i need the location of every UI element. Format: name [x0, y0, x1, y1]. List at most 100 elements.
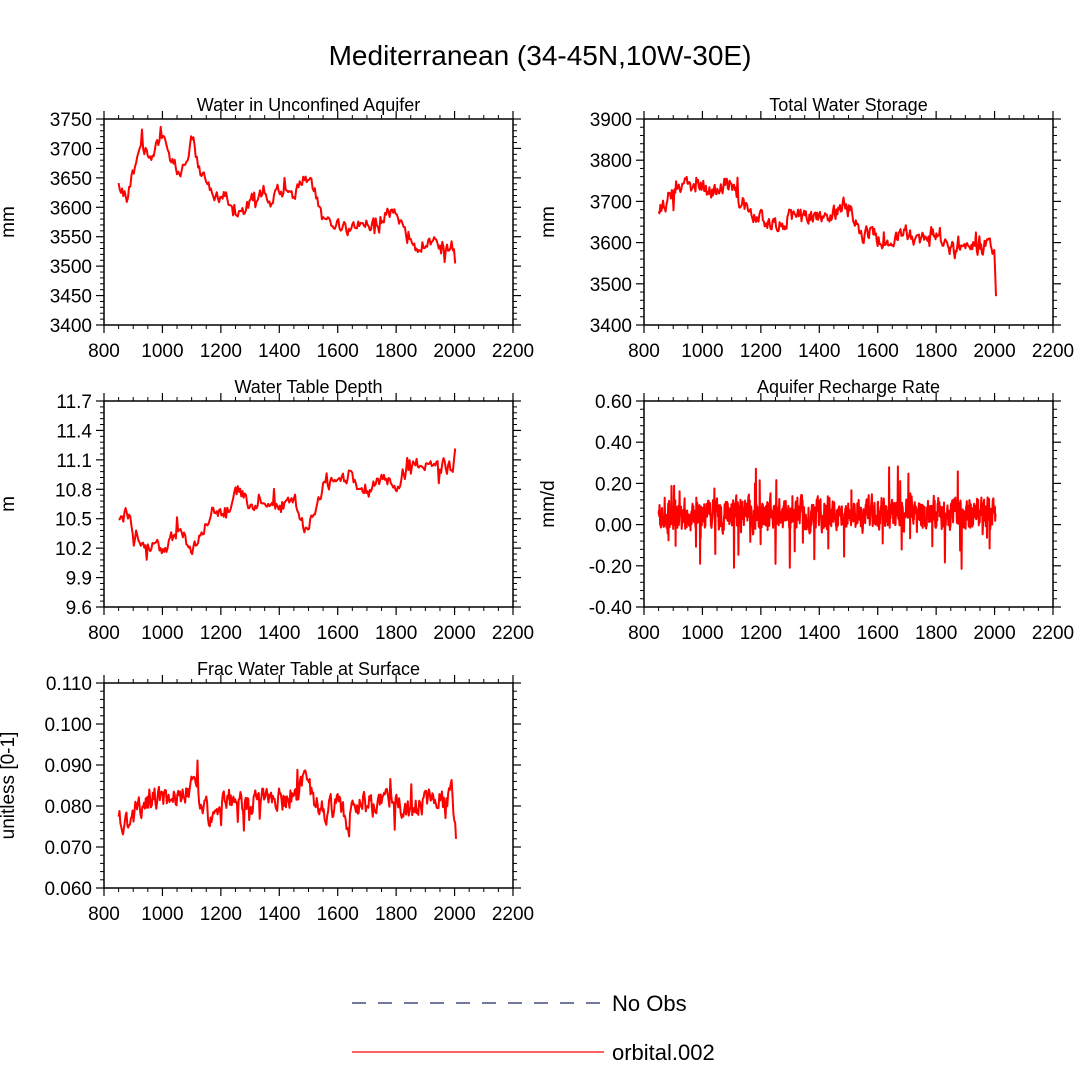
x-tick-label: 1600 — [317, 904, 359, 925]
x-tick-label: 1400 — [798, 623, 840, 644]
legend-orbital-label: orbital.002 — [612, 1040, 715, 1065]
y-tick-label: 0.060 — [44, 879, 92, 900]
y-tick-label: 11.7 — [56, 392, 92, 413]
y-tick-label: 10.8 — [55, 480, 92, 501]
x-tick-label: 800 — [88, 904, 120, 925]
y-axis-label: mm — [538, 206, 559, 238]
y-tick-label: 9.9 — [66, 569, 92, 590]
y-tick-label: 3750 — [50, 110, 92, 131]
chart-title: Aquifer Recharge Rate — [757, 377, 940, 397]
x-tick-label: 1600 — [317, 341, 359, 362]
chart-title: Water in Unconfined Aquifer — [197, 95, 420, 115]
x-tick-label: 800 — [88, 341, 120, 362]
y-tick-label: 3700 — [590, 192, 632, 213]
y-tick-label: 0.40 — [595, 433, 632, 454]
x-tick-label: 2000 — [433, 904, 475, 925]
y-tick-label: 0.070 — [44, 838, 92, 859]
y-tick-label: 3600 — [50, 198, 92, 219]
y-tick-label: 0.60 — [595, 392, 632, 413]
y-tick-label: 10.2 — [55, 539, 92, 560]
x-tick-label: 1600 — [317, 623, 359, 644]
x-tick-label: 1000 — [681, 341, 723, 362]
y-tick-label: 3500 — [50, 257, 92, 278]
y-tick-label: 3800 — [590, 151, 632, 172]
y-axis-label: mm/d — [538, 480, 559, 528]
x-tick-label: 1600 — [857, 341, 899, 362]
y-tick-label: 3450 — [50, 287, 92, 308]
y-tick-label: 3600 — [590, 234, 632, 255]
y-tick-label: 3550 — [50, 228, 92, 249]
chart-title: Total Water Storage — [769, 95, 927, 115]
x-tick-label: 2000 — [973, 623, 1015, 644]
chart-total-water-storage: Total Water Storage 800 1000 1200 1400 1600 18… — [538, 95, 1074, 362]
legend: No Obs orbital.002 — [352, 991, 715, 1065]
x-tick-label: 2200 — [1032, 623, 1074, 644]
y-tick-label: 0.00 — [595, 516, 632, 537]
series-line-orbital-002 — [117, 759, 457, 839]
x-tick-label: 1800 — [375, 341, 417, 362]
series-line-orbital-002 — [657, 465, 997, 570]
y-tick-label: 0.20 — [595, 474, 632, 495]
x-tick-label: 1800 — [915, 623, 957, 644]
plot-frame — [643, 118, 1054, 326]
series-line-orbital-002 — [117, 125, 457, 264]
y-tick-label: 3500 — [590, 275, 632, 296]
x-tick-label: 1200 — [740, 623, 782, 644]
x-tick-label: 1800 — [375, 904, 417, 925]
y-tick-label: 3650 — [50, 169, 92, 190]
x-tick-label: 1200 — [200, 623, 242, 644]
x-tick-label: 800 — [88, 623, 120, 644]
y-tick-label: 3400 — [50, 316, 92, 337]
y-tick-label: 11.4 — [56, 421, 92, 442]
chart-water-table-depth: Water Table Depth 800 1000 1200 1400 1600 1800… — [0, 377, 534, 644]
x-tick-label: 800 — [628, 623, 660, 644]
y-tick-label: 10.5 — [55, 510, 92, 531]
y-tick-label: 3400 — [590, 316, 632, 337]
x-tick-label: 2000 — [433, 623, 475, 644]
x-tick-label: 1200 — [200, 904, 242, 925]
y-tick-label: 0.100 — [44, 715, 92, 736]
y-axis-label: unitless [0-1] — [0, 732, 19, 840]
x-tick-label: 1000 — [141, 904, 183, 925]
y-axis-label: m — [0, 496, 19, 512]
legend-no-obs-label: No Obs — [612, 991, 687, 1016]
y-tick-label: 0.110 — [46, 674, 92, 695]
x-tick-label: 1400 — [798, 341, 840, 362]
x-tick-label: 2000 — [973, 341, 1015, 362]
x-tick-label: 2000 — [433, 341, 475, 362]
x-tick-label: 2200 — [492, 623, 534, 644]
x-tick-label: 800 — [628, 341, 660, 362]
x-tick-label: 1200 — [740, 341, 782, 362]
series-line-orbital-002 — [657, 175, 997, 297]
x-tick-label: 1400 — [258, 904, 300, 925]
x-tick-label: 1000 — [681, 623, 723, 644]
x-tick-label: 2200 — [1032, 341, 1074, 362]
plot-frame — [103, 118, 514, 326]
x-tick-label: 1400 — [258, 623, 300, 644]
x-tick-label: 1000 — [141, 341, 183, 362]
chart-title: Water Table Depth — [234, 377, 382, 397]
x-tick-label: 1200 — [200, 341, 242, 362]
plot-frame — [103, 400, 514, 608]
chart-aquifer-recharge-rate: Aquifer Recharge Rate 800 1000 1200 1400 1600… — [538, 377, 1074, 644]
x-tick-label: 2200 — [492, 904, 534, 925]
y-tick-label: -0.20 — [589, 557, 632, 578]
y-tick-label: -0.40 — [589, 598, 632, 619]
y-tick-label: 9.6 — [66, 598, 92, 619]
y-tick-label: 0.080 — [44, 797, 92, 818]
y-tick-label: 3700 — [50, 139, 92, 160]
y-tick-label: 3900 — [590, 110, 632, 131]
y-tick-label: 11.1 — [56, 451, 92, 472]
x-tick-label: 1600 — [857, 623, 899, 644]
y-tick-label: 0.090 — [44, 756, 92, 777]
x-tick-label: 2200 — [492, 341, 534, 362]
x-tick-label: 1800 — [915, 341, 957, 362]
chart-frac-water-table-at-surface: Frac Water Table at Surface 800 1000 1200 14… — [0, 659, 534, 925]
x-tick-label: 1400 — [258, 341, 300, 362]
chart-title: Frac Water Table at Surface — [197, 659, 420, 679]
chart-water-in-unconfined-aquifer: Water in Unconfined Aquifer 800 1000 1200 14… — [0, 95, 534, 362]
x-tick-label: 1000 — [141, 623, 183, 644]
y-axis-label: mm — [0, 206, 19, 238]
x-tick-label: 1800 — [375, 623, 417, 644]
